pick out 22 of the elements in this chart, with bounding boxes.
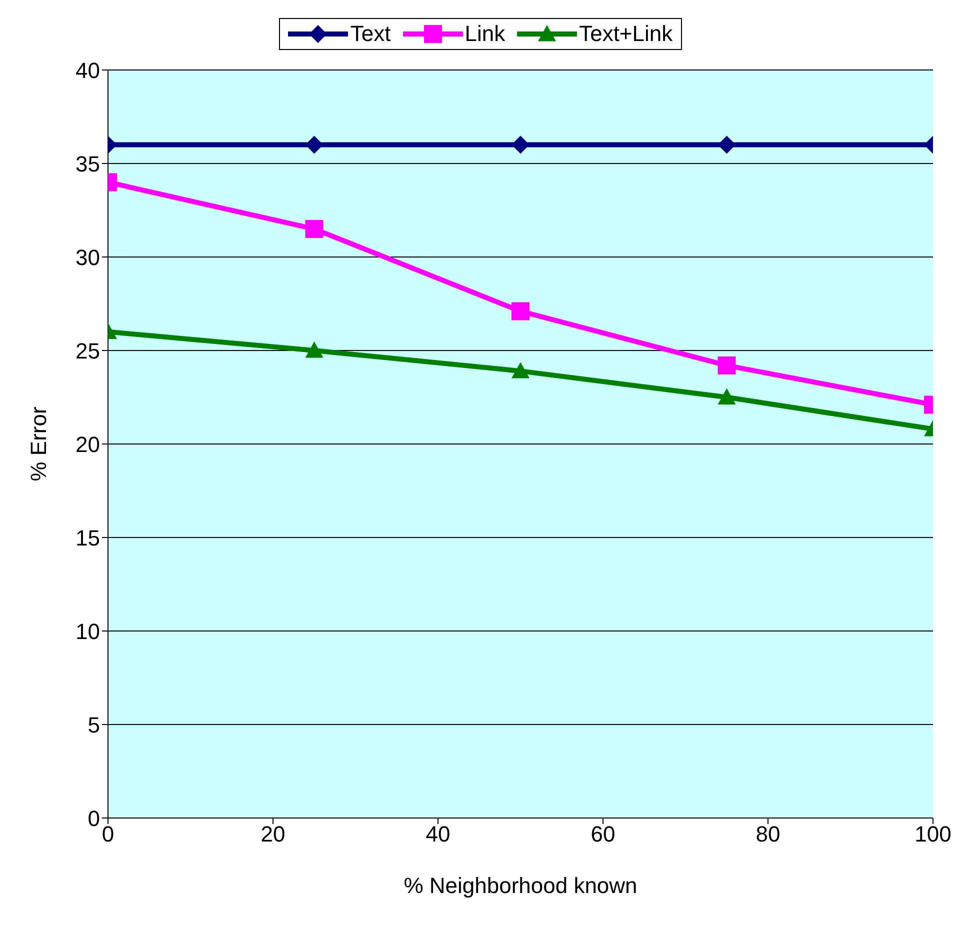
point <box>512 136 530 154</box>
y-tick-label: 40 <box>76 58 100 83</box>
y-tick-label: 5 <box>88 712 100 738</box>
y-tick-label: 15 <box>76 525 100 550</box>
y-axis-title: % Error <box>26 406 51 482</box>
y-tick-label: 25 <box>76 338 100 364</box>
y-tick-label: 20 <box>76 432 100 457</box>
legend-label: Link <box>464 21 506 47</box>
point <box>512 302 530 320</box>
y-tick-label: 10 <box>76 618 100 644</box>
x-tick-label: 80 <box>756 822 780 847</box>
x-axis-title: % Neighborhood known <box>404 873 638 898</box>
x-tick-label: 40 <box>426 822 450 847</box>
x-tick-label: 20 <box>260 822 286 847</box>
x-tick-label: 60 <box>590 822 616 847</box>
legend-label: Text+Link <box>579 21 673 47</box>
y-tick-label: 0 <box>88 806 100 831</box>
legend-label: Text <box>350 21 391 47</box>
x-tick-label: 100 <box>914 822 952 847</box>
y-tick-label: 35 <box>76 151 100 176</box>
y-tick-label: 30 <box>76 244 100 270</box>
point <box>512 362 530 378</box>
